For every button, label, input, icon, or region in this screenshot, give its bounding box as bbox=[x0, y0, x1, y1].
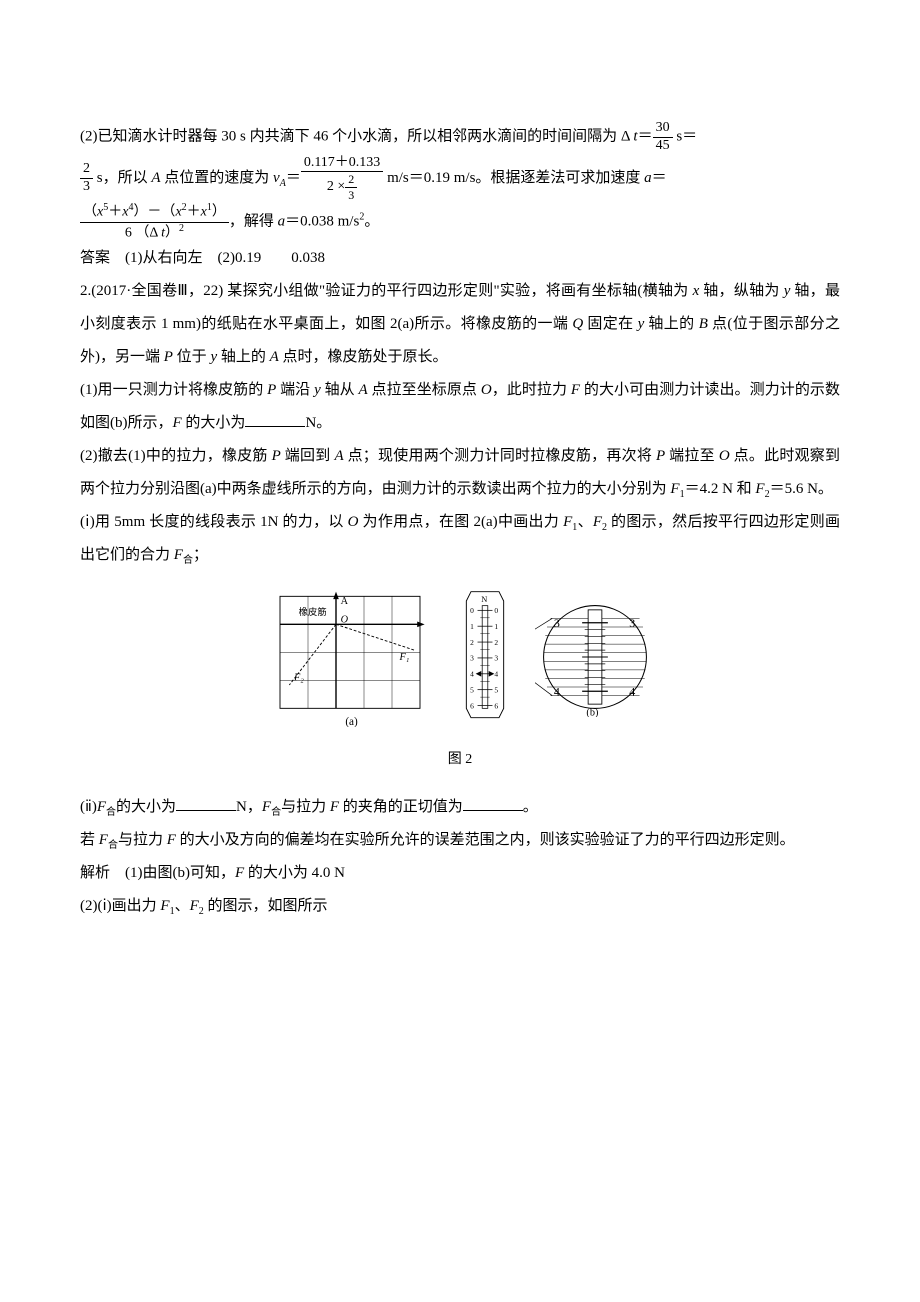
figure-caption: 图 2 bbox=[80, 745, 840, 776]
q2-part-i: (ⅰ)用 5mm 长度的线段表示 1N 的力，以 O 为作用点，在图 2(a)中… bbox=[80, 506, 840, 572]
svg-text:4: 4 bbox=[494, 670, 498, 679]
svg-text:(a): (a) bbox=[345, 716, 358, 727]
ruler-svg: N 0 0 1 1 2 2 3 3 4 4 5 5 6 6 bbox=[455, 587, 515, 727]
mag-label-3r: 3 bbox=[629, 616, 635, 630]
analysis-1: 解析 (1)由图(b)可知，F 的大小为 4.0 N bbox=[80, 857, 840, 890]
q2-part-ii: (ⅱ)F合的大小为N，F合与拉力 F 的夹角的正切值为。 bbox=[80, 791, 840, 824]
frac-2-3: 23 bbox=[80, 161, 93, 196]
label-N: N bbox=[481, 595, 487, 604]
answer-line: 答案 (1)从右向左 (2)0.19 0.038 bbox=[80, 242, 840, 275]
q2-part2: (2)撤去(1)中的拉力，橡皮筋 P 端回到 A 点；现使用两个测力计同时拉橡皮… bbox=[80, 440, 840, 506]
label-A: A bbox=[341, 596, 349, 607]
eq: ＝ bbox=[638, 129, 653, 145]
svg-text:5: 5 bbox=[494, 686, 498, 695]
q2-part1: (1)用一只测力计将橡皮筋的 P 端沿 y 轴从 A 点拉至坐标原点 O，此时拉… bbox=[80, 374, 840, 440]
mag-label-4l: 4 bbox=[554, 685, 560, 699]
blank-1 bbox=[245, 412, 305, 427]
svg-text:0: 0 bbox=[470, 606, 474, 615]
q2-header: 2.(2017·全国卷Ⅲ，22) 某探究小组做"验证力的平行四边形定则"实验，将… bbox=[80, 275, 840, 374]
figure-2: A O 橡皮筋 F₁ F₂ (a) N 0 0 1 1 2 2 bbox=[80, 587, 840, 776]
svg-text:3: 3 bbox=[470, 654, 474, 663]
frac-30-45: 3045 bbox=[653, 120, 673, 155]
q2-conclusion: 若 F合与拉力 F 的大小及方向的偏差均在实验所允许的误差范围之内，则该实验验证… bbox=[80, 824, 840, 857]
svg-text:6: 6 bbox=[470, 701, 474, 710]
label-F1: F₁ bbox=[398, 652, 409, 663]
p1-pre: (2)已知滴水计时器每 30 s 内共滴下 46 个小水滴，所以相邻两水滴间的时… bbox=[80, 129, 633, 145]
magnifier-svg: 3 3 4 4 (b) bbox=[535, 597, 655, 717]
label-O: O bbox=[341, 615, 349, 626]
svg-text:0: 0 bbox=[494, 606, 498, 615]
svg-text:5: 5 bbox=[470, 686, 474, 695]
paragraph-2: 23 s，所以 A 点位置的速度为 vA＝0.117＋0.1332 ×23 m/… bbox=[80, 155, 840, 203]
paragraph-1: (2)已知滴水计时器每 30 s 内共滴下 46 个小水滴，所以相邻两水滴间的时… bbox=[80, 120, 840, 155]
svg-text:4: 4 bbox=[470, 670, 474, 679]
figure-b-magnifier: 3 3 4 4 (b) bbox=[535, 597, 655, 730]
svg-text:2: 2 bbox=[494, 638, 498, 647]
svg-text:(b): (b) bbox=[586, 707, 598, 717]
analysis-2: (2)(ⅰ)画出力 F1、F2 的图示，如图所示 bbox=[80, 890, 840, 923]
svg-text:2: 2 bbox=[470, 638, 474, 647]
paragraph-3: （x5＋x4）－（x2＋x1） 6 （Δ t）2 ，解得 a＝0.038 m/s… bbox=[80, 202, 840, 242]
blank-3 bbox=[463, 796, 523, 811]
svg-text:1: 1 bbox=[470, 622, 474, 631]
frac-vA: 0.117＋0.1332 ×23 bbox=[301, 155, 383, 203]
frac-accel: （x5＋x4）－（x2＋x1） 6 （Δ t）2 bbox=[80, 202, 229, 242]
label-F2: F₂ bbox=[293, 672, 304, 683]
mag-label-3l: 3 bbox=[554, 616, 560, 630]
p1-post: s＝ bbox=[673, 129, 698, 145]
svg-text:3: 3 bbox=[494, 654, 498, 663]
figure-b-ruler: N 0 0 1 1 2 2 3 3 4 4 5 5 6 6 bbox=[455, 587, 515, 740]
mag-label-4r: 4 bbox=[629, 685, 635, 699]
grid-svg: A O 橡皮筋 F₁ F₂ (a) bbox=[265, 587, 435, 727]
svg-text:6: 6 bbox=[494, 701, 498, 710]
figure-a: A O 橡皮筋 F₁ F₂ (a) bbox=[265, 587, 435, 740]
label-rubber: 橡皮筋 bbox=[299, 606, 327, 618]
svg-text:1: 1 bbox=[494, 622, 498, 631]
blank-2 bbox=[176, 796, 236, 811]
